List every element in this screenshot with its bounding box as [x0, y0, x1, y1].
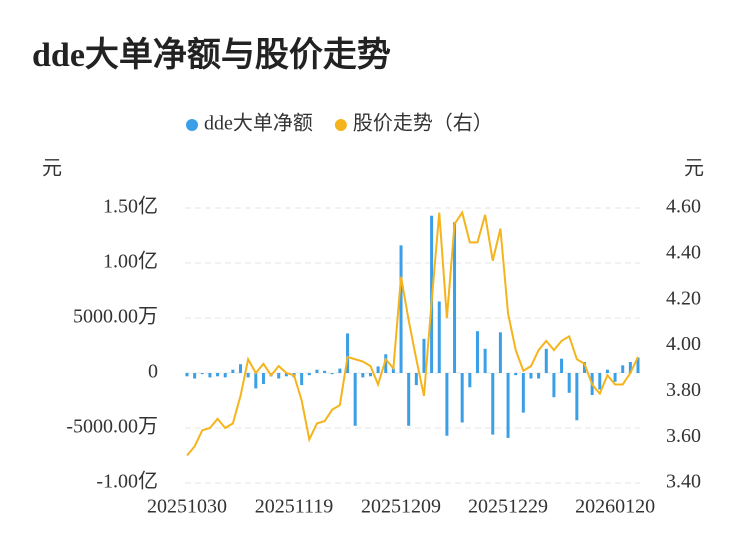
chart-title: dde大单净额与股价走势 — [32, 36, 391, 74]
bar — [567, 373, 571, 393]
bar — [521, 373, 525, 413]
bar — [200, 373, 204, 375]
bar — [529, 373, 533, 379]
bar — [346, 333, 350, 373]
bar — [284, 373, 288, 377]
bar — [483, 348, 487, 373]
bar — [399, 245, 403, 373]
y-axis-label: 元 — [42, 158, 62, 180]
bar — [223, 373, 227, 378]
bar — [216, 373, 220, 377]
y2-tick-label: 3.40 — [666, 471, 701, 493]
x-tick-label: 20251030 — [147, 496, 227, 518]
bar — [300, 373, 304, 386]
x-tick-label: 20260120 — [575, 496, 655, 518]
bar — [560, 358, 564, 373]
bar — [239, 364, 243, 373]
bar — [453, 222, 457, 373]
bar — [475, 331, 479, 373]
bar — [445, 373, 449, 436]
y2-tick-label: 4.00 — [666, 333, 701, 355]
bar — [193, 373, 197, 379]
bar — [330, 373, 334, 375]
bar — [628, 362, 632, 373]
y2-tick-label: 4.20 — [666, 287, 701, 309]
bar — [277, 373, 281, 379]
y-tick-label: -1.00亿 — [96, 470, 158, 493]
bar — [391, 368, 395, 373]
y2-axis-label: 元 — [684, 158, 704, 180]
y-tick-label: 0 — [148, 361, 158, 383]
legend-marker — [186, 119, 198, 131]
bar — [246, 373, 250, 378]
bar — [537, 373, 541, 379]
bar — [514, 373, 518, 376]
bar — [491, 373, 495, 435]
bar — [368, 373, 372, 377]
x-tick-label: 20251119 — [255, 496, 334, 518]
bar — [353, 373, 357, 426]
bar — [552, 373, 556, 398]
line — [186, 210, 639, 457]
x-tick-label: 20251209 — [361, 496, 441, 518]
bar — [323, 370, 327, 373]
bar — [254, 373, 258, 389]
bar — [621, 365, 625, 373]
legend-marker — [334, 119, 347, 131]
bar — [506, 373, 510, 438]
bar — [261, 373, 265, 384]
y-tick-label: 1.00亿 — [103, 250, 158, 273]
y-tick-label: 1.50亿 — [103, 195, 158, 218]
bar — [338, 368, 342, 373]
bar — [361, 373, 365, 378]
bar — [575, 373, 579, 421]
bar — [598, 373, 602, 390]
legend-label: dde大单净额 — [204, 112, 313, 135]
y-tick-label: -5000.00万 — [66, 416, 158, 438]
legend-label: 股价走势（右） — [353, 112, 493, 135]
bar — [414, 373, 418, 386]
bar — [460, 373, 464, 423]
y2-tick-label: 3.80 — [666, 379, 701, 401]
bar — [315, 369, 319, 373]
bar — [437, 301, 441, 373]
bar — [544, 348, 548, 373]
bar — [231, 369, 235, 373]
bar — [384, 354, 388, 373]
bar — [613, 373, 617, 382]
bar — [376, 366, 380, 373]
bar — [636, 357, 640, 373]
bar — [185, 373, 189, 377]
y2-tick-label: 4.60 — [666, 196, 701, 218]
y-tick-label: 5000.00万 — [73, 306, 158, 328]
bar — [582, 362, 586, 373]
bar — [468, 373, 472, 388]
y2-tick-label: 4.40 — [666, 241, 701, 263]
bar — [498, 332, 502, 373]
y2-tick-label: 3.60 — [666, 425, 701, 447]
x-tick-label: 20251229 — [468, 496, 548, 518]
bar — [605, 369, 609, 373]
bar — [407, 373, 411, 426]
bar — [208, 373, 212, 378]
bar — [307, 373, 311, 376]
bar — [422, 338, 426, 373]
